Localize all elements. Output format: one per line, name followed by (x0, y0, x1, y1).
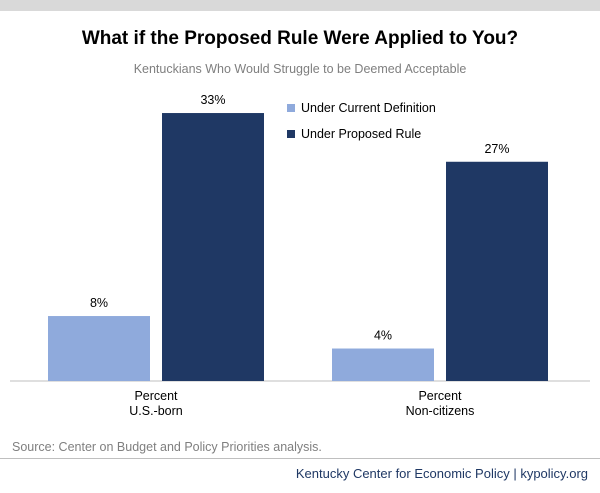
chart-title: What if the Proposed Rule Were Applied t… (81, 28, 519, 49)
legend-label-1: Under Proposed Rule (301, 127, 421, 141)
chart-subtitle: Kentuckians Who Would Struggle to be Dee… (133, 62, 467, 76)
footer-credit: Kentucky Center for Economic Policy | ky… (295, 466, 588, 481)
source-note: Source: Center on Budget and Policy Prio… (12, 440, 322, 454)
category-label-0-0: Percent (134, 389, 178, 403)
category-label-1-1: Non-citizens (406, 404, 475, 418)
category-label-1-0: Percent (418, 389, 462, 403)
bar-s0-c0 (48, 316, 150, 381)
footer-rule (0, 458, 600, 459)
header-rule (0, 0, 600, 11)
data-label-s0-c0: 8% (90, 296, 108, 310)
category-label-0-1: U.S.-born (129, 404, 183, 418)
legend-swatch-0 (287, 104, 295, 112)
data-label-s1-c0: 33% (200, 93, 225, 107)
data-label-s1-c1: 27% (484, 142, 509, 156)
bar-s1-c0 (162, 113, 264, 381)
legend-label-0: Under Current Definition (301, 101, 436, 115)
bar-s0-c1 (332, 348, 434, 381)
bar-chart: 8%4%33%27%PercentU.S.-bornPercentNon-cit… (10, 93, 590, 418)
data-label-s0-c1: 4% (374, 329, 392, 343)
legend-swatch-1 (287, 130, 295, 138)
bar-s1-c1 (446, 161, 548, 381)
